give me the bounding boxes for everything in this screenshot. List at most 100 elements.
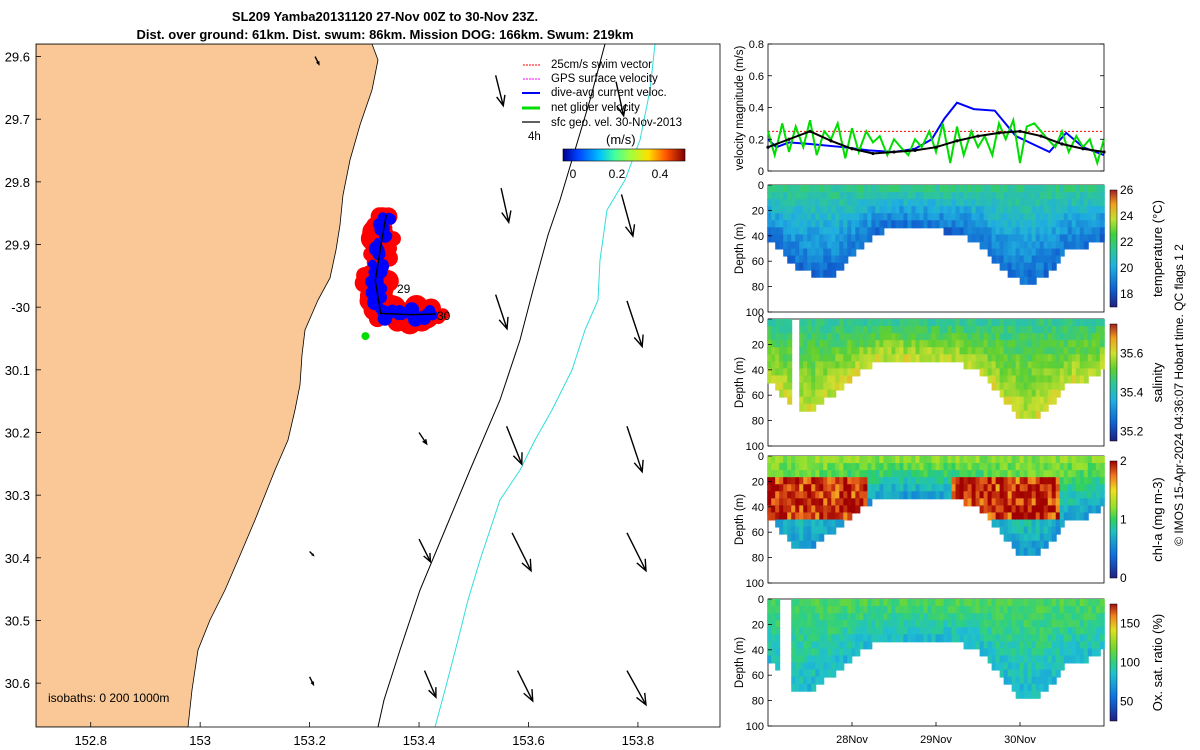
section-cell (935, 333, 941, 342)
section-cell (971, 347, 977, 356)
section-cell (815, 533, 821, 542)
section-cell (1071, 213, 1077, 222)
section-cell (895, 456, 901, 465)
section-cell (811, 484, 817, 493)
section-cell (771, 234, 777, 243)
section-cell (995, 347, 1001, 356)
section-cell (823, 491, 829, 500)
section-cell (1079, 634, 1085, 643)
section-cell (815, 241, 821, 250)
section-cell (803, 255, 809, 264)
section-cell (947, 491, 953, 500)
section-cell (827, 248, 833, 257)
section-cell (1047, 255, 1053, 264)
section-cell (803, 540, 809, 549)
section-cell (959, 613, 965, 622)
section-cell (967, 470, 973, 479)
section-cell (847, 227, 853, 236)
section-cell (803, 192, 809, 201)
section-cell (1007, 255, 1013, 264)
section-cell (1035, 648, 1041, 657)
section-cell (871, 185, 877, 194)
section-cell (779, 199, 785, 208)
section-cell (1003, 382, 1009, 391)
section-cell (967, 326, 973, 335)
section-cell (999, 368, 1005, 377)
section-cell (1075, 354, 1081, 363)
section-cell (1027, 234, 1033, 243)
section-cell (975, 199, 981, 208)
section-cell (791, 613, 797, 622)
section-cell (1099, 641, 1105, 650)
section-cell (803, 375, 809, 384)
section-cell (815, 634, 821, 643)
section-cell (1051, 456, 1057, 465)
section-cell (827, 326, 833, 335)
section-cell (995, 375, 1001, 384)
section-cell (807, 484, 813, 493)
section-cell (915, 213, 921, 222)
section-cell (787, 533, 793, 542)
section-cell (819, 606, 825, 615)
section-cell (879, 599, 885, 608)
section-cell (1031, 634, 1037, 643)
section-cell (775, 613, 781, 622)
section-cell (1067, 613, 1073, 622)
section-cell (811, 540, 817, 549)
section-cell (995, 199, 1001, 208)
section-cell (1067, 463, 1073, 472)
section-cell (991, 648, 997, 657)
section-cell (807, 477, 813, 486)
section-cell (859, 199, 865, 208)
section-cell (1019, 319, 1025, 328)
section-cell (1011, 234, 1017, 243)
section-cell (1015, 627, 1021, 636)
section-cell (975, 634, 981, 643)
section-cell (1007, 241, 1013, 250)
section-cell (803, 234, 809, 243)
section-cell (947, 227, 953, 236)
section-cell (939, 463, 945, 472)
section-cell (1055, 241, 1061, 250)
section-cell (1027, 213, 1033, 222)
section-cell (859, 470, 865, 479)
section-cell (819, 512, 825, 521)
section-cell (983, 627, 989, 636)
section-cell (815, 185, 821, 194)
section-cell (907, 333, 913, 342)
section-cell (803, 498, 809, 507)
section-cell (1031, 690, 1037, 699)
section-cell (875, 627, 881, 636)
section-cell (811, 491, 817, 500)
section-cell (775, 456, 781, 465)
colorbar-tick-label: 20 (1120, 261, 1134, 275)
section-cell (1007, 375, 1013, 384)
section-cell (823, 648, 829, 657)
section-cell (799, 648, 805, 657)
section-cell (1023, 533, 1029, 542)
section-cell (1015, 326, 1021, 335)
section-cell (875, 326, 881, 335)
section-cell (1079, 375, 1085, 384)
section-cell (1071, 199, 1077, 208)
section-cell (967, 484, 973, 493)
section-cell (855, 319, 861, 328)
section-cell (839, 347, 845, 356)
section-cell (919, 199, 925, 208)
section-cell (907, 192, 913, 201)
section-cell (1003, 669, 1009, 678)
section-cell (1011, 526, 1017, 535)
section-cell (935, 340, 941, 349)
section-cell (811, 669, 817, 678)
section-colorbar (1109, 460, 1118, 579)
section-cell (1023, 403, 1029, 412)
section-cell (1023, 505, 1029, 514)
section-cell (931, 199, 937, 208)
section-cell (915, 477, 921, 486)
section-cell (1083, 648, 1089, 657)
section-cell (787, 234, 793, 243)
section-cell (1055, 319, 1061, 328)
section-cell (787, 241, 793, 250)
section-cell (891, 477, 897, 486)
section-cell (827, 662, 833, 671)
